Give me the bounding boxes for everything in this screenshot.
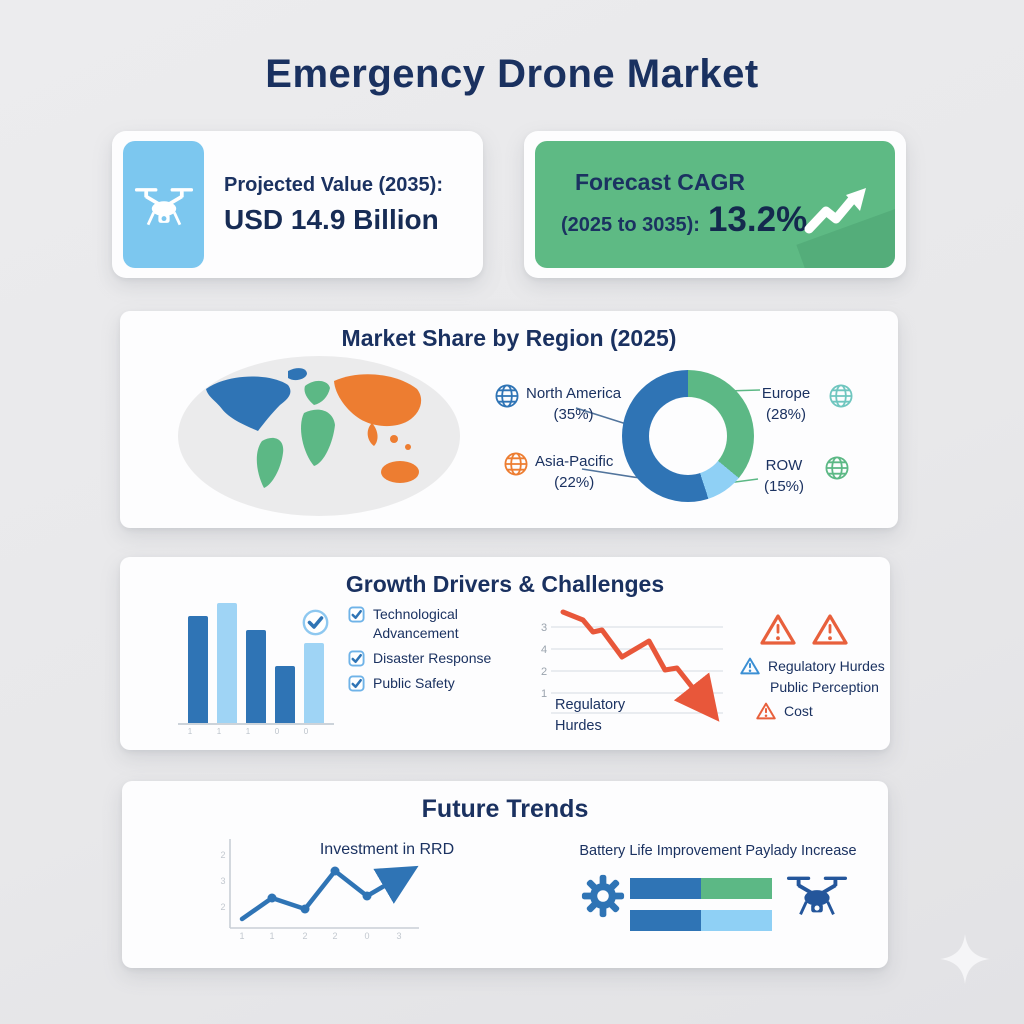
cagr-value: 13.2% bbox=[707, 200, 808, 239]
legend-ap-pct: (22%) bbox=[554, 474, 595, 491]
projected-value-card: Projected Value (2035): USD 14.9 Billion bbox=[112, 131, 483, 278]
cagr-green-panel: Forecast CAGR (2025 to 3035): 13.2% bbox=[535, 141, 895, 268]
challenge-label: Public Perception bbox=[770, 679, 879, 695]
decline-ytick: 4 bbox=[541, 644, 547, 656]
drivers-checklist: Technological Advancement Disaster Respo… bbox=[348, 605, 508, 693]
challenge-perception: Public Perception bbox=[770, 679, 879, 695]
checkbox-icon bbox=[348, 650, 365, 667]
gear-icon bbox=[581, 874, 625, 918]
payload-bar bbox=[630, 910, 772, 931]
investment-line-chart: 2 3 2 1 1 2 2 0 3 bbox=[220, 839, 419, 941]
globe-icon bbox=[829, 384, 853, 408]
challenge-regulatory: Regulatory Hurdes bbox=[740, 657, 885, 675]
warning-triangle-icon bbox=[740, 657, 760, 675]
fut-xtick: 2 bbox=[302, 931, 307, 941]
challenges-decline-chart: 3 4 2 1 bbox=[541, 609, 723, 722]
map-north-america bbox=[206, 376, 291, 431]
trend-up-icon bbox=[804, 188, 866, 234]
legend-europe: Europe (28%) bbox=[750, 383, 854, 425]
decline-ytick: 3 bbox=[541, 622, 547, 634]
driver-label: Disaster Response bbox=[373, 650, 492, 666]
check-circle-icon bbox=[302, 609, 329, 636]
battery-payload-bars bbox=[630, 878, 772, 942]
fut-ytick: 2 bbox=[220, 902, 225, 912]
legend-row-pct: (15%) bbox=[763, 478, 804, 495]
checkbox-icon bbox=[348, 606, 365, 623]
driver-item: Public Safety bbox=[348, 674, 508, 693]
fut-xtick: 3 bbox=[396, 931, 401, 941]
legend-row-label: ROW bbox=[765, 457, 803, 474]
driver-label: Public Safety bbox=[373, 675, 455, 691]
map-africa bbox=[300, 409, 335, 466]
driver-label: Technological Advancement bbox=[373, 606, 459, 641]
drivers-bar-chart bbox=[180, 597, 335, 723]
page-title: Emergency Drone Market bbox=[265, 52, 759, 96]
legend-asia-pacific: Asia-Pacific (22%) bbox=[503, 451, 613, 493]
drone-icon-tile bbox=[123, 141, 204, 268]
drone-icon bbox=[786, 876, 848, 915]
future-trends-card: Future Trends Investment in RRD 2 3 2 1 1… bbox=[122, 781, 888, 968]
fut-xtick: 1 bbox=[239, 931, 244, 941]
battery-payload-label: Battery Life Improvement Paylady Increas… bbox=[579, 843, 857, 859]
fut-xtick: 1 bbox=[269, 931, 274, 941]
decline-ytick: 1 bbox=[541, 688, 547, 700]
fut-ytick: 3 bbox=[220, 876, 225, 886]
market-share-title: Market Share by Region (2025) bbox=[341, 325, 677, 351]
decline-ytick: 2 bbox=[541, 666, 547, 678]
future-title: Future Trends bbox=[421, 795, 589, 823]
map-australia bbox=[381, 461, 419, 483]
driver-item: Disaster Response bbox=[348, 649, 508, 668]
sparkle-icon bbox=[940, 934, 990, 984]
bar-chart-axis bbox=[178, 723, 334, 725]
map-europe bbox=[304, 380, 330, 405]
warning-triangle-icon bbox=[812, 614, 848, 645]
projected-value-amount: USD 14.9 Billion bbox=[224, 203, 439, 235]
decline-chart-label: Regulatory Hurdes bbox=[555, 697, 626, 734]
globe-icon bbox=[495, 384, 519, 408]
legend-north-america: North America (35%) bbox=[494, 383, 621, 425]
drone-icon bbox=[134, 187, 193, 225]
legend-na-label: North America bbox=[526, 385, 622, 402]
donut-chart bbox=[622, 370, 754, 502]
warning-triangle-icon bbox=[756, 702, 776, 720]
fut-xtick: 0 bbox=[364, 931, 369, 941]
map-south-america bbox=[256, 437, 284, 488]
map-asia bbox=[334, 374, 422, 427]
challenge-label: Regulatory Hurdes bbox=[768, 658, 885, 674]
globe-icon bbox=[825, 456, 849, 480]
challenge-cost: Cost bbox=[756, 702, 813, 720]
investment-chart-label: Investment in RRD bbox=[319, 841, 455, 858]
legend-row: ROW (15%) bbox=[750, 455, 850, 497]
legend-ap-label: Asia-Pacific bbox=[535, 453, 614, 470]
legend-eu-pct: (28%) bbox=[765, 406, 806, 423]
battery-bar bbox=[630, 878, 772, 899]
warning-triangle-icon bbox=[760, 614, 796, 645]
globe-icon bbox=[504, 452, 528, 476]
challenge-label: Cost bbox=[784, 703, 813, 719]
market-share-card: Market Share by Region (2025) bbox=[120, 311, 898, 528]
driver-item: Technological Advancement bbox=[348, 605, 508, 643]
legend-eu-label: Europe bbox=[761, 385, 811, 402]
cagr-range: (2025 to 3035): bbox=[561, 214, 700, 236]
fut-xtick: 2 bbox=[332, 931, 337, 941]
growth-title: Growth Drivers & Challenges bbox=[345, 571, 665, 597]
fut-ytick: 2 bbox=[220, 850, 225, 860]
projected-value-label: Projected Value (2035): bbox=[224, 173, 443, 196]
legend-na-pct: (35%) bbox=[553, 406, 594, 423]
cagr-title: Forecast CAGR bbox=[575, 169, 745, 195]
checkbox-icon bbox=[348, 675, 365, 692]
world-map bbox=[176, 355, 462, 522]
cagr-card: Forecast CAGR (2025 to 3035): 13.2% bbox=[524, 131, 906, 278]
